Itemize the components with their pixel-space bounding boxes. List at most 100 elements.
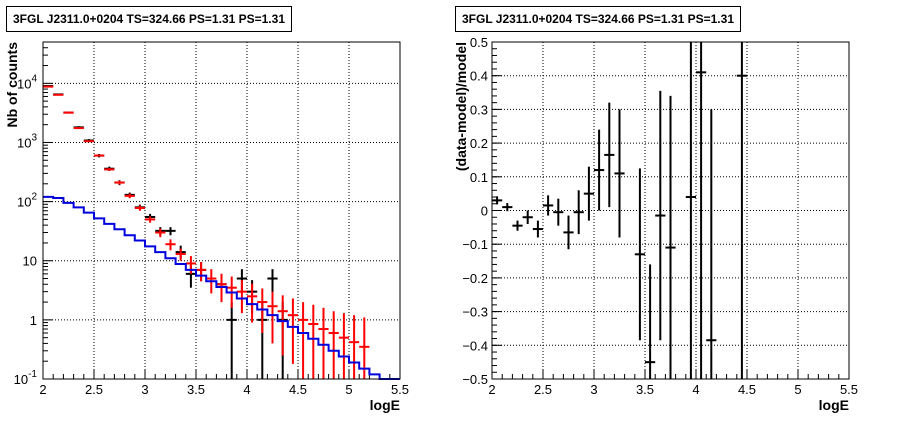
y-axis-label: (data-model)/model (453, 42, 469, 171)
residuals-point (522, 210, 533, 224)
residuals-point (594, 129, 605, 211)
residuals-point (634, 168, 645, 341)
y-axis-label: Nb of counts (4, 42, 20, 128)
y-tick-label: 0.5 (470, 35, 488, 50)
y-tick-base: 10 (14, 372, 28, 387)
y-tick-base: 10 (23, 254, 37, 269)
model-points-point (308, 304, 319, 379)
x-tick-label: 5.5 (840, 382, 858, 397)
x-tick-label: 2 (39, 382, 46, 397)
y-tick-label: −0.2 (462, 271, 488, 286)
model-points-point (104, 167, 115, 171)
model-points-point (63, 111, 74, 114)
model-points-point (114, 180, 125, 185)
model-points-point (196, 262, 207, 282)
series-residuals (492, 42, 747, 379)
y-tick-label: 10-1 (14, 369, 38, 387)
residual-chart: 2 2.5 3 3.5 4 4.5 5 5.5 −0.5 −0.4 −0.3 −0.2 −0.1 0 0.1… (453, 35, 858, 413)
series-model-points (43, 85, 370, 379)
residuals-point (685, 42, 696, 379)
model-points-point (267, 291, 278, 344)
model-points-point (145, 216, 156, 223)
model-points-point (338, 313, 349, 379)
model-step-line (43, 195, 400, 380)
y-tick-label: 0.3 (470, 102, 488, 117)
x-tick-label: 4 (692, 382, 699, 397)
residuals-point (696, 42, 707, 379)
series-step-histogram (43, 195, 400, 380)
x-tick-label: 3 (590, 382, 597, 397)
residuals-point (604, 102, 615, 208)
residual-panel: 2 2.5 3 3.5 4 4.5 5 5.5 −0.5 −0.4 −0.3 −0.2 −0.1 0 0.1… (449, 0, 898, 421)
x-tick-label: 3.5 (187, 382, 205, 397)
residuals-point (543, 195, 554, 216)
x-axis-label: logE (819, 397, 849, 413)
residuals-point (583, 166, 594, 221)
residuals-point (553, 198, 564, 226)
model-points-point (298, 302, 309, 379)
axis-ticks (42, 41, 401, 380)
x-tick-label: 4.5 (289, 382, 307, 397)
y-tick-exponent: -1 (28, 369, 37, 380)
x-tick-label: 3 (141, 382, 148, 397)
model-points-point (318, 307, 329, 379)
y-tick-label: −0.3 (462, 305, 488, 320)
plot-frame (42, 41, 401, 380)
residual-title: 3FGL J2311.0+0204 TS=324.66 PS=1.31 PS=1… (455, 6, 741, 32)
model-points-point (124, 193, 135, 199)
model-points-point (134, 205, 145, 211)
x-tick-label: 5 (345, 382, 352, 397)
residuals-point (655, 90, 666, 341)
residuals-point (665, 95, 676, 379)
grid-lines (492, 42, 849, 379)
residuals-point (563, 215, 574, 250)
y-tick-exponent: 3 (31, 132, 37, 143)
x-tick-label: 5.5 (391, 382, 409, 397)
y-tick-label: −0.4 (462, 338, 488, 353)
y-tick-label: 0.1 (470, 170, 488, 185)
model-points-point (328, 311, 339, 379)
model-points-point (175, 248, 186, 261)
x-tick-label: 2.5 (85, 382, 103, 397)
x-tick-label: 5 (794, 382, 801, 397)
y-tick-base: 1 (30, 313, 37, 328)
y-tick-label: 0.4 (470, 69, 488, 84)
y-tick-base: 10 (17, 135, 31, 150)
y-tick-label: 103 (17, 132, 37, 150)
residuals-point (614, 109, 625, 238)
model-points-point (165, 239, 176, 251)
x-tick-label: 4.5 (738, 382, 756, 397)
y-tick-label: 0 (481, 204, 488, 219)
counts-panel: 2 2.5 3 3.5 4 4.5 5 5.5 10-1 1 10 102 103 104 logE Nb o… (4, 6, 409, 413)
model-points-point (359, 317, 370, 379)
model-points-point (43, 85, 54, 88)
y-tick-base: 10 (17, 76, 31, 91)
residuals-point (492, 196, 503, 205)
y-tick-label: −0.1 (462, 237, 488, 252)
model-points-point (94, 154, 105, 157)
data-points-point (226, 302, 237, 379)
y-tick-exponent: 4 (31, 73, 37, 84)
residuals-point (573, 190, 584, 235)
y-tick-label: 0.2 (470, 136, 488, 151)
model-points-point (185, 256, 196, 274)
residuals-point (502, 203, 513, 212)
x-axis-label: logE (370, 397, 400, 413)
model-points-point (236, 280, 247, 314)
x-tick-label: 2 (488, 382, 495, 397)
model-points-point (73, 127, 84, 130)
residuals-point (532, 220, 543, 238)
model-points-point (287, 298, 298, 364)
data-points-point (165, 227, 176, 236)
model-points-point (349, 315, 360, 379)
residuals-point (736, 42, 747, 379)
y-tick-label: 1 (30, 313, 37, 328)
counts-title: 3FGL J2311.0+0204 TS=324.66 PS=1.31 PS=1… (6, 6, 292, 32)
y-tick-base: 10 (17, 195, 31, 210)
data-points-point (267, 269, 278, 294)
model-points-point (155, 228, 166, 238)
x-tick-label: 3.5 (636, 382, 654, 397)
y-tick-label: 10 (23, 254, 37, 269)
y-tick-label: −0.5 (462, 372, 488, 387)
